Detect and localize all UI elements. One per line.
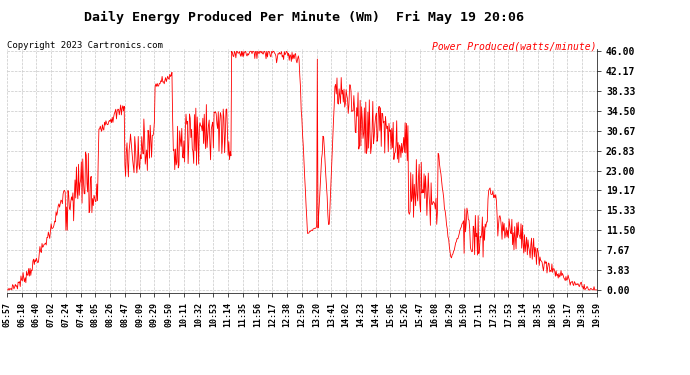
Text: Daily Energy Produced Per Minute (Wm)  Fri May 19 20:06: Daily Energy Produced Per Minute (Wm) Fr… <box>83 11 524 24</box>
Text: Power Produced(watts/minute): Power Produced(watts/minute) <box>433 41 597 51</box>
Text: Copyright 2023 Cartronics.com: Copyright 2023 Cartronics.com <box>7 41 163 50</box>
